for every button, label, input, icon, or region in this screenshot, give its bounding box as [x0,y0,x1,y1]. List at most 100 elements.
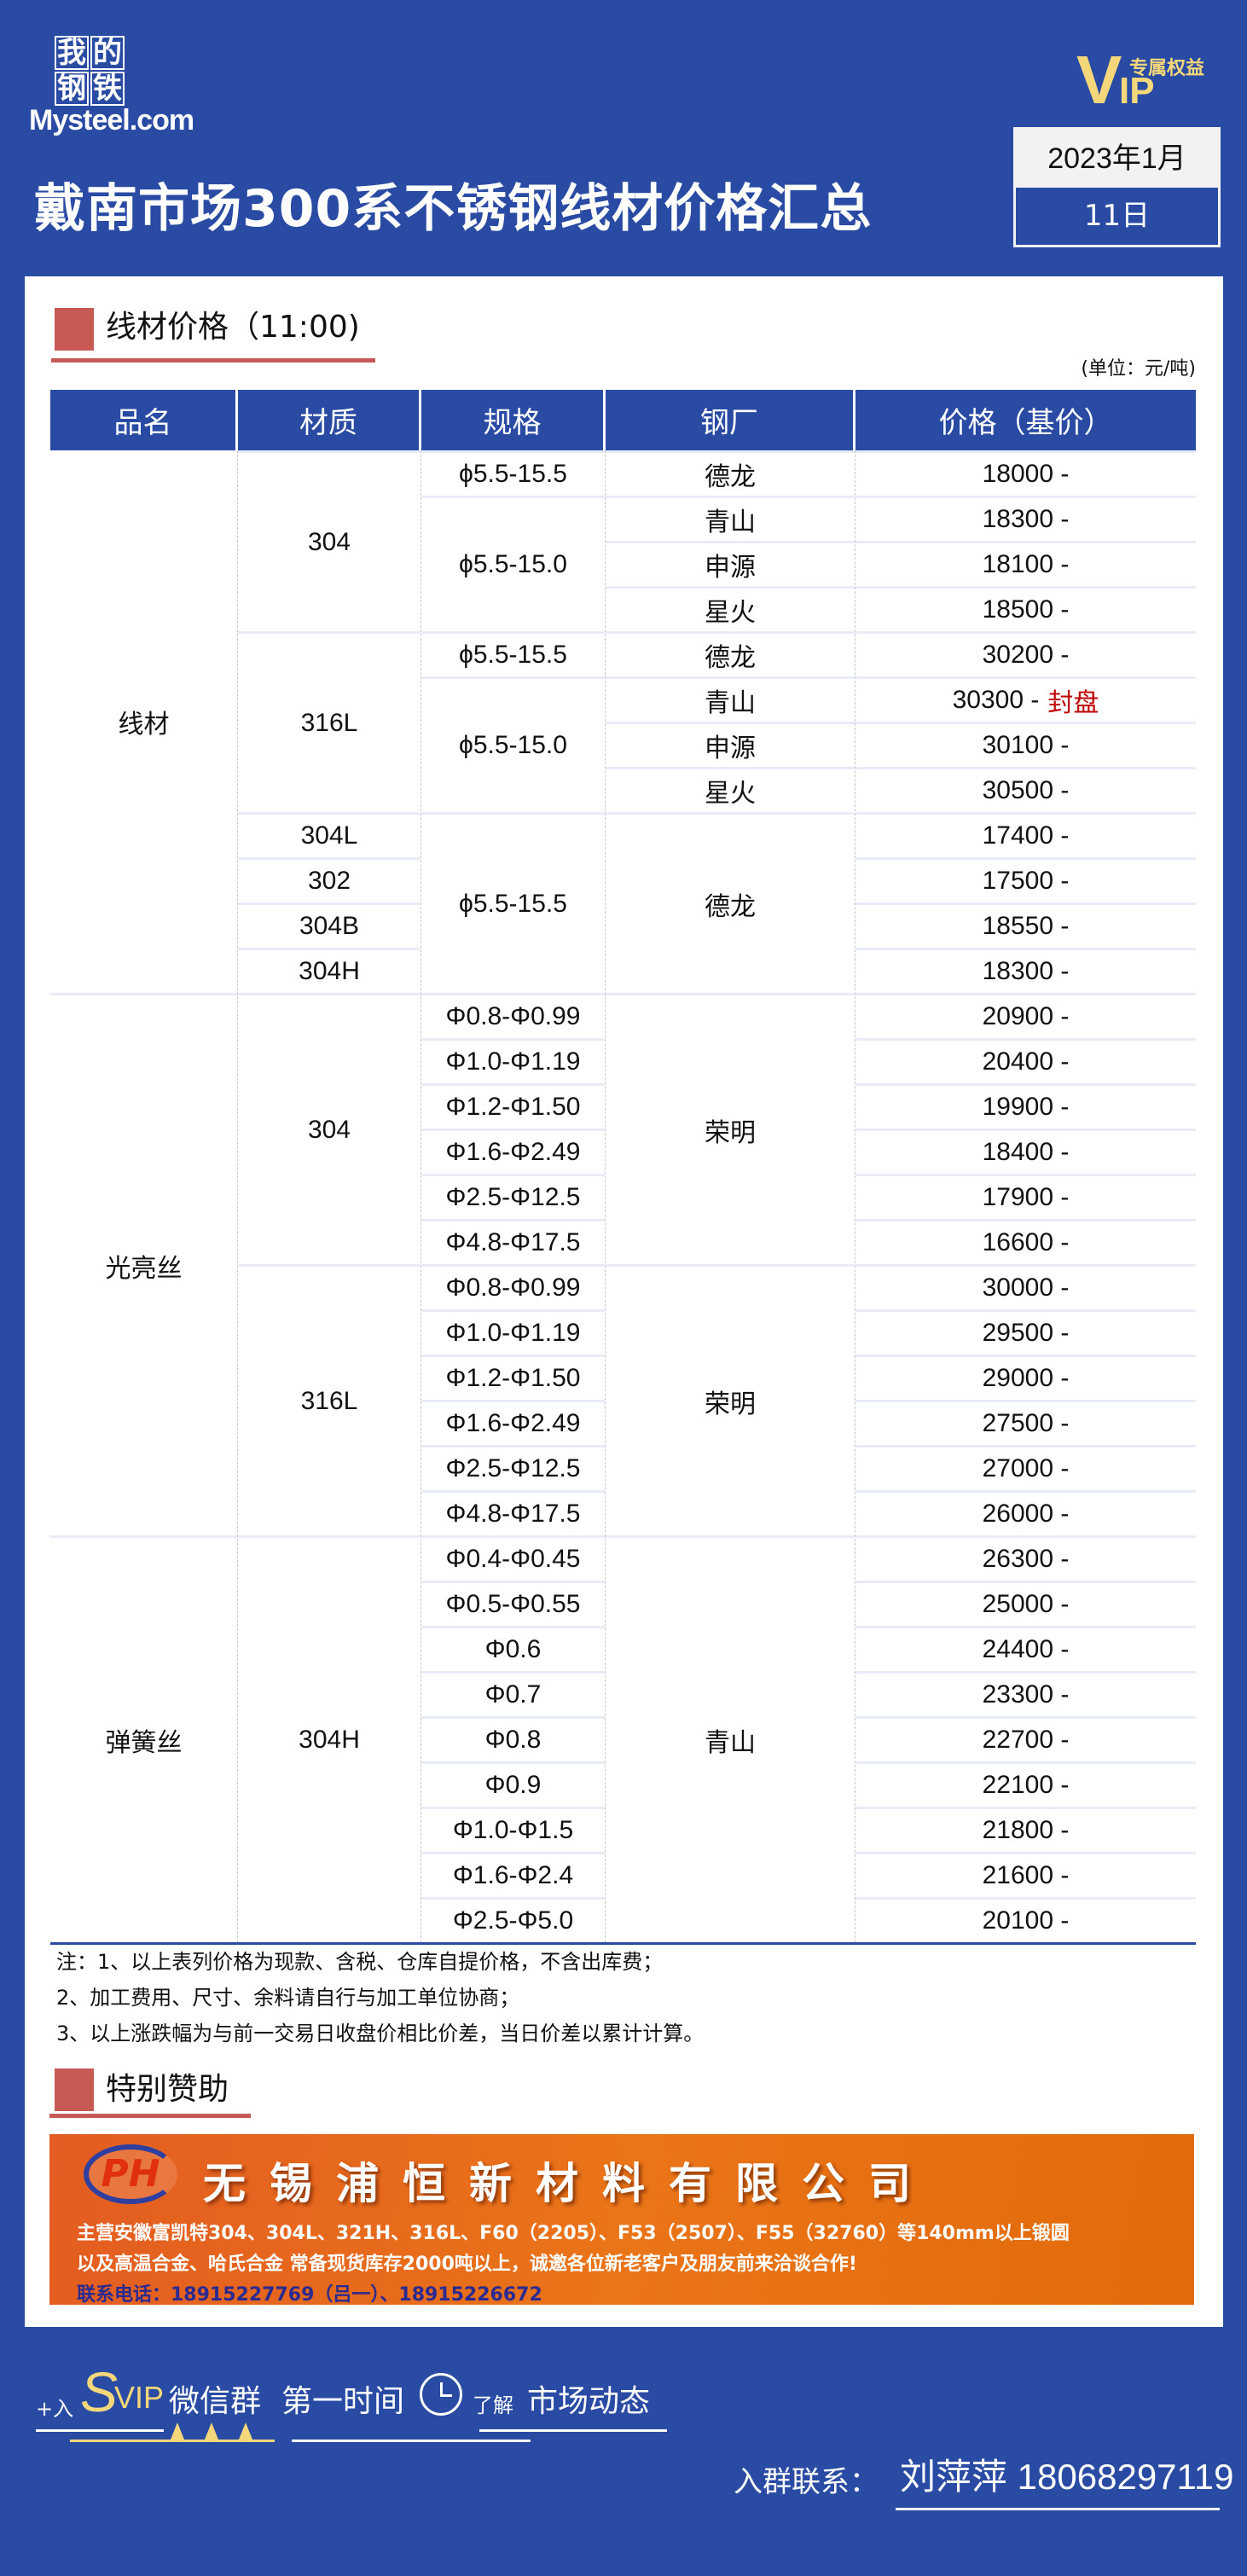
sponsor-line-2: 以及高温合金、哈氏合金 常备现货库存2000吨以上，诚邀各位新老客户及朋友前来洽… [77,2254,857,2275]
table-cell-specs: Φ2.5-Φ12.5 [421,1174,605,1219]
cell-text: 22700 - [982,1726,1070,1754]
footer-rule [36,2429,164,2432]
vip-v: V [1076,42,1122,118]
table-cell-specs: Φ0.5-Φ0.55 [421,1581,605,1626]
table-cell-prices: 18300 - [856,948,1196,993]
logo-char: 的 [90,36,125,70]
table-cell-specs: Φ1.2-Φ1.50 [421,1083,605,1128]
cell-text: 304L [300,821,358,850]
cell-text: 18500 - [982,595,1070,624]
cell-text: 26000 - [982,1500,1070,1528]
table-cell-specs: Φ1.6-Φ2.49 [421,1128,605,1174]
cell-text: 26300 - [982,1545,1070,1573]
table-cell-prices: 21600 - [856,1852,1196,1897]
cell-text: 30500 - [982,776,1070,804]
table-cell-prices: 17500 - [856,857,1196,902]
column-grade: 304 316L 304L 302 304B 304H 304 316L 304H [238,450,421,1942]
cell-text: Φ1.6-Φ2.49 [445,1409,581,1437]
table-cell-specs: Φ1.0-Φ1.19 [421,1309,605,1355]
table-cell-specs: Φ1.2-Φ1.50 [421,1355,605,1400]
table-cell-grades: 304 [238,450,420,631]
cell-text: 德龙 [705,463,756,491]
table-cell-specs: Φ2.5-Φ5.0 [421,1897,605,1942]
table-cell-prices: 18550 - [856,902,1196,948]
cell-text: 21600 - [982,1861,1070,1889]
cell-text: 德龙 [705,892,756,921]
cell-text: 23300 - [982,1680,1070,1709]
table-cell-specs: Φ0.9 [421,1761,605,1807]
table-cell-mills: 荣明 [606,993,855,1264]
table-cell-specs: ϕ5.5-15.0 [421,496,605,631]
table-cell-prices: 16600 - [856,1219,1196,1264]
header-spec: 规格 [421,390,606,450]
cell-text: Φ2.5-Φ12.5 [445,1183,581,1211]
table-cell-mills: 青山 [606,496,855,541]
unit-label: (单位：元/吨) [1081,358,1196,380]
table-cell-prices: 24400 - [856,1626,1196,1671]
cell-text: 弹簧丝 [105,1729,183,1757]
cell-text: ϕ5.5-15.5 [459,460,567,488]
table-cell-specs: Φ4.8-Φ17.5 [421,1490,605,1535]
table-cell-prices: 30200 - [856,631,1196,676]
table-cell-mills: 青山 [606,676,855,722]
cell-text: Φ1.6-Φ2.49 [445,1138,581,1166]
section-underline [51,358,375,363]
cell-text: Φ1.0-Φ1.5 [452,1816,574,1844]
logo-char: 铁 [90,72,125,106]
cell-text: 18100 - [982,550,1070,578]
table-cell-specs: Φ0.7 [421,1671,605,1716]
table-cell-specs: Φ1.0-Φ1.19 [421,1038,605,1083]
cell-text: ϕ5.5-15.0 [459,731,567,759]
table-cell-specs: Φ0.6 [421,1626,605,1671]
note-3: 3、以上涨跌幅为与前一交易日收盘价相比价差，当日价差以累计计算。 [56,2022,705,2045]
cell-text: 304H [299,957,360,985]
cell-text: 20100 - [982,1906,1070,1935]
table-cell-specs: Φ2.5-Φ12.5 [421,1445,605,1490]
table-cell-prices: 17900 - [856,1174,1196,1219]
logo-char: 钢 [55,72,89,106]
cell-text: 17400 - [982,821,1070,850]
table-cell-prices: 27000 - [856,1445,1196,1490]
note-2: 2、加工费用、尺寸、余料请自行与加工单位协商； [56,1986,520,2010]
table-cell-prices: 26000 - [856,1490,1196,1535]
cell-text: 20400 - [982,1047,1070,1076]
cell-text: 29000 - [982,1364,1070,1392]
cell-text: 线材 [118,711,170,739]
table-cell-mills: 德龙 [606,812,855,993]
table-cell-mills: 德龙 [606,450,855,496]
table-cell-mills: 青山 [606,1535,855,1942]
footer-first-time: 第一时间 [281,2384,405,2419]
section-title-sponsor: 特别赞助 [106,2072,229,2107]
date-box: 2023年1月 11日 [1013,127,1221,247]
triangle-icon [171,2422,184,2440]
date-day: 11日 [1083,199,1151,233]
section-marker [55,2057,99,2111]
cell-text: 18550 - [982,912,1070,940]
table-cell-prices: 18400 - [856,1128,1196,1174]
cell-text: 30300 - [952,686,1040,714]
cell-text: Φ0.4-Φ0.45 [445,1545,581,1573]
table-cell-prices: 18100 - [856,541,1196,586]
table-header: 品名 材质 规格 钢厂 价格（基价） [50,390,1196,450]
table-cell-prices: 21800 - [856,1807,1196,1852]
sponsor-contact: 联系电话：18915227769（吕一）、18915226672 [77,2284,542,2306]
cell-text: Φ0.8 [484,1726,542,1754]
table-cell-prices: 17400 - [856,812,1196,857]
cell-text: 荣明 [705,1390,756,1419]
triangle-icon [205,2422,218,2440]
cell-text: 星火 [705,780,756,808]
footer-rule [70,2440,275,2442]
cell-text: Φ0.8-Φ0.99 [445,1002,581,1030]
header-mill: 钢厂 [606,390,856,450]
cell-text: Φ4.8-Φ17.5 [445,1228,581,1256]
cell-text: 22100 - [982,1771,1070,1799]
header-product: 品名 [50,390,238,450]
sponsor-banner[interactable]: PH 无锡浦恒新材料有限公司 主营安徽富凯特304、304L、321H、316L… [49,2134,1194,2306]
cell-text: 25000 - [982,1590,1070,1618]
column-price: 18000 - 18300 - 18100 - 18500 - 30200 - 30300… [856,450,1196,1942]
table-cell-specs: Φ1.6-Φ2.49 [421,1400,605,1445]
table-cell-products: 弹簧丝 [50,1535,237,1942]
cell-text: Φ2.5-Φ12.5 [445,1454,581,1482]
cell-text: 304 [307,1115,351,1144]
footer-vip: VIP [114,2380,165,2415]
